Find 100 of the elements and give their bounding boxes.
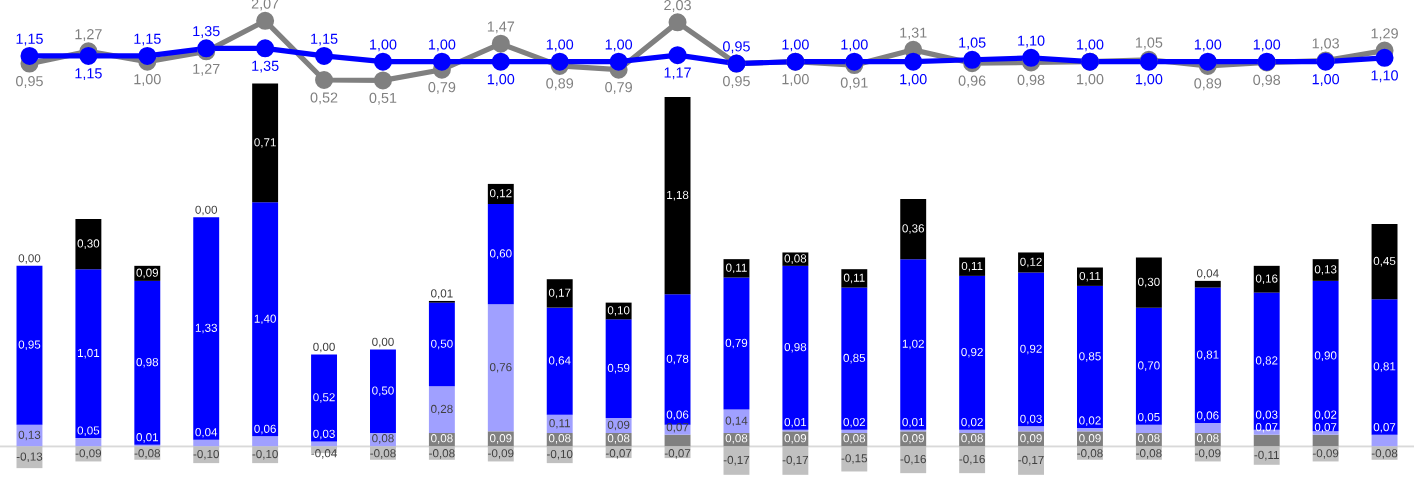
data-label: 0,11 (549, 419, 571, 429)
data-label: 0,08 (607, 434, 630, 444)
data-label: 0,98 (136, 358, 159, 368)
data-label: -0,08 (1077, 449, 1103, 459)
data-label: 0,02 (961, 418, 983, 428)
data-label: 0,90 (1314, 351, 1337, 361)
data-label: 0,03 (313, 429, 335, 440)
data-label: 1,00 (1135, 74, 1163, 86)
data-label: 0,85 (843, 353, 866, 364)
data-label: 0,00 (195, 205, 218, 216)
data-label: 0,02 (1314, 410, 1337, 421)
data-label: 0,91 (840, 77, 868, 90)
data-label: 0,05 (77, 426, 100, 436)
data-label: 0,95 (18, 340, 41, 351)
data-label: 1,03 (1312, 38, 1339, 51)
data-label: 0,50 (431, 339, 453, 350)
data-label: 0,89 (1194, 78, 1222, 91)
data-label: 1,10 (1018, 35, 1045, 48)
data-label: 0,08 (372, 434, 394, 444)
data-label: 0,95 (723, 76, 750, 88)
data-label: 1,33 (195, 323, 218, 334)
data-label: 0,06 (1196, 411, 1219, 421)
data-label: 0,92 (961, 347, 983, 358)
data-label: 0,17 (548, 288, 571, 299)
data-label: 0,50 (372, 386, 394, 397)
data-label: -0,17 (1018, 455, 1044, 466)
data-label: 0,09 (607, 420, 630, 431)
data-label: 0,78 (666, 354, 689, 365)
data-label: 0,11 (1079, 271, 1101, 282)
data-label: -0,10 (193, 449, 219, 460)
data-label: -0,17 (782, 455, 809, 466)
data-label: 0,03 (1255, 410, 1278, 421)
data-label: 0,96 (958, 75, 986, 88)
data-label: 0,51 (369, 92, 397, 105)
data-label: 0,01 (784, 418, 807, 428)
data-label: 1,00 (370, 39, 397, 52)
data-label: 0,85 (1079, 352, 1101, 362)
data-label: -0,09 (75, 449, 102, 459)
data-label: -0,08 (134, 449, 161, 459)
data-label: 0,82 (1255, 356, 1278, 366)
data-label: 0,12 (489, 189, 512, 199)
data-label: 1,18 (667, 190, 689, 201)
data-label: 1,05 (1135, 37, 1163, 50)
data-label: 1,02 (902, 339, 924, 350)
data-label: 0,08 (431, 434, 453, 444)
data-label: 0,08 (961, 434, 983, 444)
data-label: 0,08 (548, 434, 571, 444)
data-label: 1,00 (1194, 39, 1222, 52)
data-label: 0,06 (666, 410, 689, 421)
data-label: 0,10 (607, 306, 630, 316)
data-label: 0,16 (1255, 274, 1278, 284)
data-label: -0,07 (605, 449, 632, 459)
data-label: 0,98 (1253, 74, 1281, 87)
data-label: 0,04 (195, 428, 218, 438)
data-label: -0,07 (664, 449, 691, 459)
data-label: 1,00 (1077, 39, 1104, 52)
data-label: 0,13 (1314, 265, 1337, 275)
data-label: 1,00 (1077, 74, 1104, 86)
data-label: 0,07 (666, 423, 689, 433)
data-label: 0,08 (725, 434, 748, 444)
data-label: -0,08 (1136, 449, 1162, 459)
data-label: 0,04 (1196, 269, 1219, 279)
data-label: 0,08 (843, 434, 866, 444)
data-label: -0,08 (370, 449, 396, 459)
data-label: 0,14 (725, 416, 748, 427)
data-label: -0,11 (1254, 450, 1279, 461)
data-label: 1,00 (487, 74, 515, 86)
data-label: 0,08 (1138, 434, 1160, 444)
data-label: -0,16 (900, 454, 926, 465)
data-label: 0,02 (843, 418, 865, 428)
data-label: 0,12 (1020, 257, 1042, 268)
data-label: 0,13 (18, 430, 41, 441)
data-label: -0,09 (488, 449, 514, 459)
data-label: -0,09 (1312, 449, 1339, 459)
data-label: 0,36 (902, 224, 925, 234)
data-label: 0,71 (254, 138, 276, 148)
data-label: 0,81 (1196, 350, 1219, 361)
data-label: 1,00 (605, 39, 633, 52)
data-label: 0,05 (1138, 413, 1160, 423)
data-label: 0,09 (784, 434, 807, 444)
data-label: 2,03 (664, 0, 691, 12)
data-label: 0,06 (254, 424, 276, 435)
data-label: 1,15 (75, 68, 102, 81)
data-label: 1,15 (16, 33, 43, 46)
data-label: 1,00 (546, 39, 574, 52)
data-label: -0,09 (1195, 449, 1221, 459)
data-label: 0,52 (313, 393, 335, 403)
data-label: 1,40 (254, 314, 276, 325)
data-label: 0,08 (784, 254, 807, 264)
data-label: 0,02 (1079, 416, 1101, 426)
data-label: 0,79 (428, 82, 456, 94)
data-label: 0,59 (607, 363, 630, 374)
data-label: 1,17 (664, 67, 691, 80)
data-label: 1,27 (193, 63, 220, 76)
data-label: 0,09 (489, 434, 512, 444)
data-label: 0,60 (489, 249, 512, 259)
data-label: 0,98 (1017, 74, 1045, 87)
data-label: 0,89 (546, 78, 574, 91)
data-label: -0,04 (311, 449, 337, 459)
data-label: 1,29 (1371, 28, 1398, 41)
